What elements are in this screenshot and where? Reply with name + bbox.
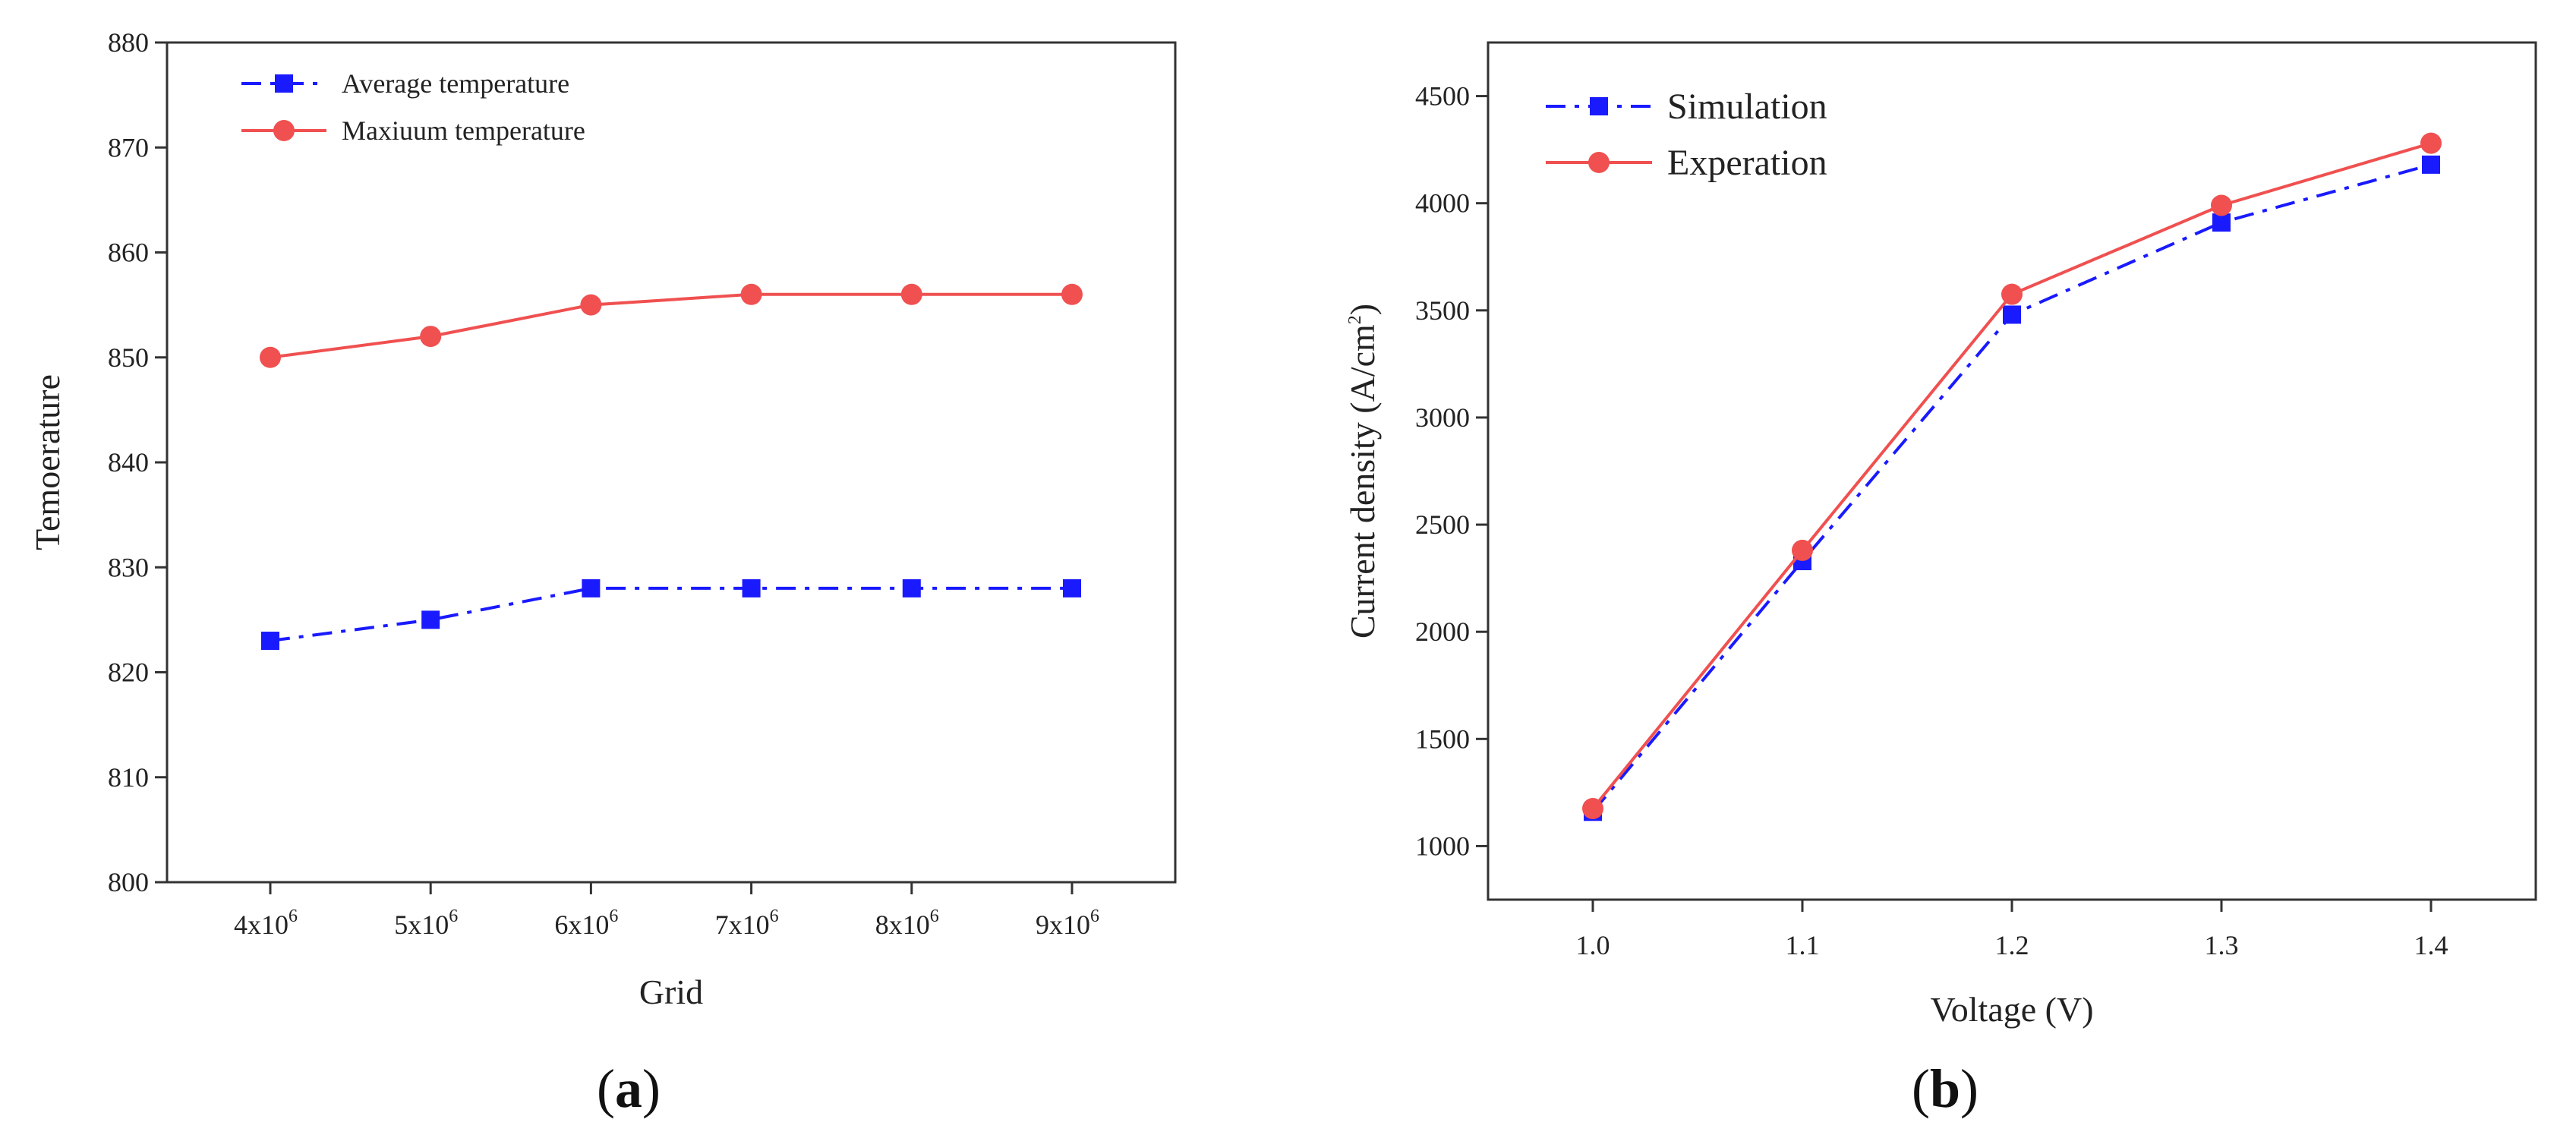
y-tick-label: 810 <box>108 762 149 793</box>
series-average-temperature <box>260 579 1082 651</box>
data-point <box>421 610 440 629</box>
plot-frame <box>1487 41 2537 901</box>
plot-frame <box>166 41 1177 884</box>
y-tick-label: 860 <box>108 238 149 268</box>
series-simulation <box>1584 155 2440 821</box>
y-tick-label: 830 <box>108 552 149 582</box>
data-point <box>902 579 921 597</box>
y-tick-label: 4000 <box>1415 188 1470 219</box>
legend-label: Simulation <box>1667 87 1827 127</box>
x-tick-label: 7x106 <box>715 906 779 940</box>
legend-label: Average temperature <box>342 68 569 99</box>
legend-marker <box>1588 152 1610 173</box>
x-tick-label: 1.2 <box>1995 930 2029 960</box>
data-point <box>2422 155 2440 174</box>
y-tick-label: 3000 <box>1415 402 1470 433</box>
x-tick-label: 1.4 <box>2414 930 2448 960</box>
x-axis-title: Voltage (V) <box>1930 990 2093 1029</box>
x-tick-label: 8x106 <box>875 906 939 940</box>
legend-entry: Average temperature <box>241 68 569 99</box>
series-experation <box>1582 132 2442 820</box>
y-tick-label: 840 <box>108 447 149 478</box>
y-tick-label: 850 <box>108 342 149 373</box>
data-point <box>2211 194 2232 216</box>
y-tick-label: 2500 <box>1415 509 1470 540</box>
data-point <box>420 326 442 348</box>
y-axis-title: Temoerature <box>28 374 67 550</box>
legend-label: Maxiuum temperature <box>342 115 585 146</box>
data-point <box>2003 305 2021 324</box>
legend-marker <box>275 74 293 93</box>
legend-label: Experation <box>1667 143 1827 183</box>
chart-panel-a: 800 810 820 830 840 850 860 870 880 4x106 5x106 6x1… <box>28 27 1177 1119</box>
x-tick-label: 6x106 <box>554 906 618 940</box>
y-tick-label: 3500 <box>1415 295 1470 326</box>
series-line <box>270 586 1073 643</box>
data-point <box>580 294 602 316</box>
data-point <box>2212 213 2231 232</box>
x-tick-label: 9x106 <box>1036 906 1099 940</box>
data-point <box>260 632 279 651</box>
series-line <box>270 292 1073 359</box>
y-tick-label: 4500 <box>1415 81 1470 112</box>
x-tick-label: 4x106 <box>234 906 298 940</box>
series-line <box>1591 162 2432 813</box>
legend-marker <box>273 120 295 141</box>
legend-entry: Maxiuum temperature <box>241 115 585 146</box>
legend-entry: Experation <box>1546 143 1827 183</box>
data-point <box>582 579 601 597</box>
data-point <box>900 283 922 305</box>
y-tick-label: 1500 <box>1415 724 1470 754</box>
series-maxiuum-temperature <box>259 283 1083 368</box>
data-point <box>2001 283 2023 305</box>
panel-caption: (b) <box>1912 1058 1979 1119</box>
y-tick-label: 820 <box>108 657 149 688</box>
panel-caption: (a) <box>597 1058 661 1119</box>
x-tick-label: 5x106 <box>394 906 458 940</box>
y-axis-title: Current density (A/cm2) <box>1343 304 1382 638</box>
data-point <box>259 346 281 368</box>
y-tick-label: 1000 <box>1415 831 1470 861</box>
legend-marker <box>1590 97 1608 115</box>
data-point <box>742 579 761 597</box>
y-tick-label: 870 <box>108 132 149 162</box>
y-tick-label: 880 <box>108 27 149 58</box>
y-tick-label: 2000 <box>1415 616 1470 647</box>
data-point <box>1792 539 1813 561</box>
legend-entry: Simulation <box>1546 87 1827 127</box>
data-point <box>2420 132 2442 154</box>
series-line <box>1591 141 2432 810</box>
x-tick-label: 1.3 <box>2205 930 2239 960</box>
data-point <box>1061 283 1083 305</box>
chart-panel-b: 1000 1500 2000 2500 3000 3500 4000 4500 1.0 1.1 1.… <box>1343 41 2537 1119</box>
x-axis-title: Grid <box>639 973 703 1011</box>
data-point <box>1063 579 1082 597</box>
x-tick-label: 1.1 <box>1786 930 1820 960</box>
data-point <box>740 283 762 305</box>
y-tick-label: 800 <box>108 867 149 897</box>
data-point <box>1582 798 1603 820</box>
x-tick-label: 1.0 <box>1576 930 1610 960</box>
